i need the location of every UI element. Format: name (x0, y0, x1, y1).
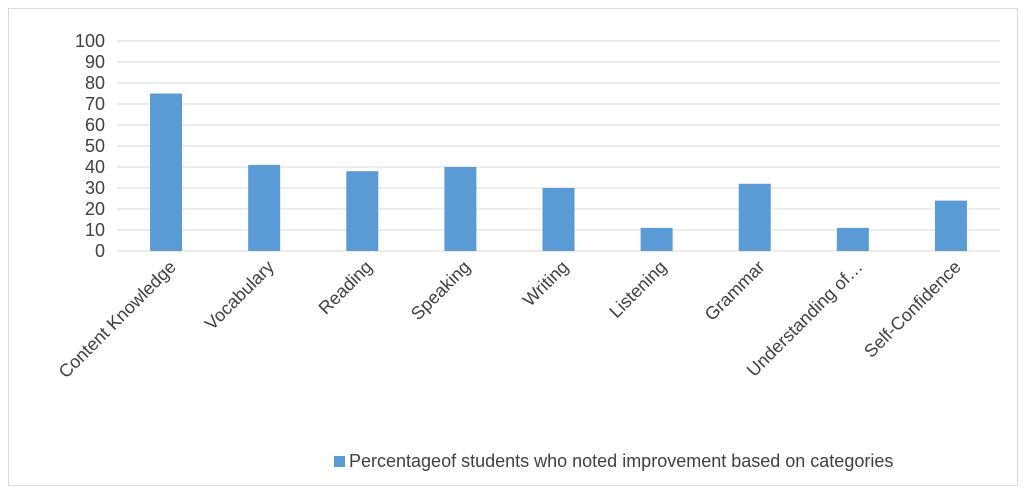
bar (934, 200, 967, 251)
y-tick-label: 0 (95, 241, 105, 261)
y-tick-label: 30 (85, 178, 105, 198)
y-tick-label: 40 (85, 157, 105, 177)
x-category-label: Grammar (701, 257, 769, 325)
bars (150, 93, 967, 251)
bar (836, 227, 869, 251)
bar (640, 227, 673, 251)
legend-swatch (334, 456, 345, 467)
bar (248, 164, 281, 251)
x-category-label: Content Knowledge (55, 257, 180, 382)
bar (444, 167, 477, 251)
y-tick-label: 90 (85, 52, 105, 72)
y-tick-label: 60 (85, 115, 105, 135)
y-tick-label: 100 (75, 31, 105, 51)
y-tick-label: 80 (85, 73, 105, 93)
bar (542, 188, 575, 251)
y-tick-label: 50 (85, 136, 105, 156)
x-axis-category-labels: Content Knowledge Vocabulary Reading Speaki… (55, 257, 965, 382)
x-category-label: Reading (315, 257, 377, 319)
y-tick-label: 10 (85, 220, 105, 240)
x-category-label: Speaking (407, 257, 474, 324)
x-category-label: Vocabulary (201, 257, 278, 334)
x-category-label: Writing (519, 257, 573, 311)
y-tick-label: 70 (85, 94, 105, 114)
x-category-label: Listening (605, 257, 670, 322)
x-category-label: Self-Confidence (860, 257, 965, 362)
bar (738, 183, 771, 251)
bar (346, 171, 379, 251)
y-tick-label: 20 (85, 199, 105, 219)
bar (150, 93, 183, 251)
legend-label: Percentageof students who noted improvem… (349, 451, 893, 471)
legend: Percentageof students who noted improvem… (334, 451, 893, 471)
